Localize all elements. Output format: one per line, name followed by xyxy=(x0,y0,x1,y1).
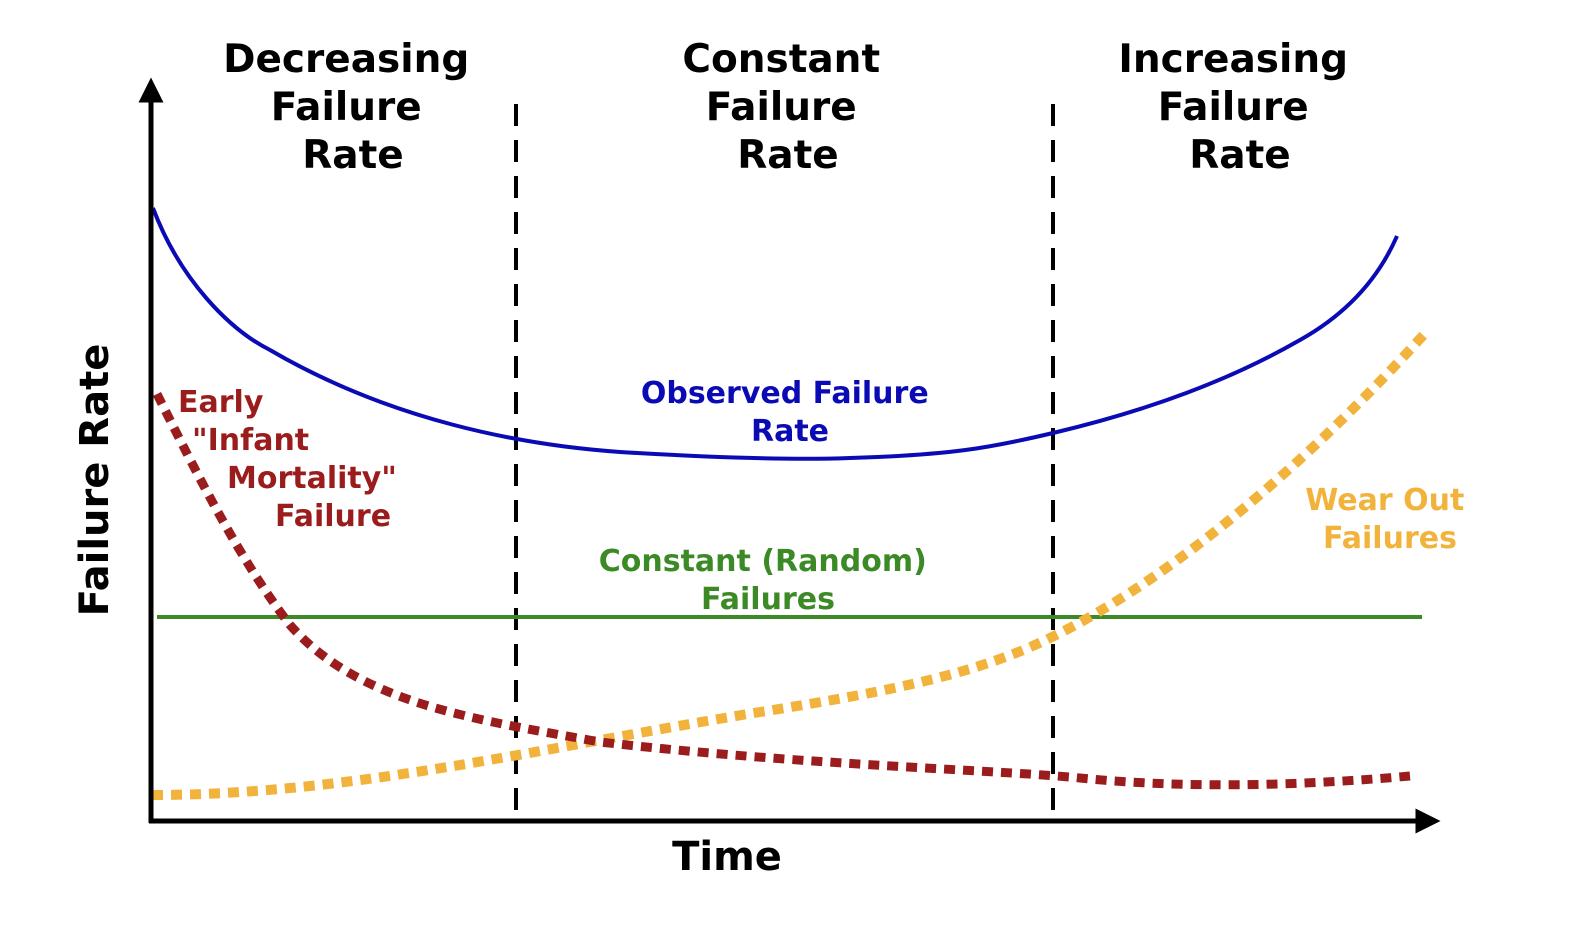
observed-failure-rate-label-line-1: Observed Failure xyxy=(641,376,929,411)
observed-failure-rate-label-line-2: Rate xyxy=(751,414,829,449)
region-header-decreasing-line-1: Decreasing xyxy=(223,37,469,82)
wear-out-failures-label-line-1: Wear Out xyxy=(1305,483,1464,518)
infant-mortality-label-line-1: Early xyxy=(178,385,264,420)
wear-out-failures-curve xyxy=(151,326,1432,800)
infant-mortality-label-line-2: "Infant xyxy=(192,423,309,458)
infant-mortality-failures-curve xyxy=(152,391,1411,790)
region-header-constant-line-2: Failure xyxy=(706,85,857,130)
infant-mortality-label-line-3: Mortality" xyxy=(227,461,397,496)
infant-mortality-label: Early "Infant Mortality" Failure xyxy=(178,385,407,534)
region-header-constant-line-1: Constant xyxy=(682,37,880,82)
region-header-decreasing-line-2: Failure xyxy=(271,85,422,130)
wear-out-failures-label: Wear Out Failures xyxy=(1305,483,1475,556)
constant-random-failures-label-line-1: Constant (Random) xyxy=(599,544,927,579)
y-axis-title: Failure Rate xyxy=(72,344,118,617)
region-header-constant-line-3: Rate xyxy=(737,133,838,178)
constant-random-failures-label-line-2: Failures xyxy=(701,582,835,617)
infant-mortality-label-line-4: Failure xyxy=(275,499,391,534)
observed-failure-rate-curve xyxy=(151,207,1399,461)
x-axis-title: Time xyxy=(672,834,782,880)
constant-random-failures-label: Constant (Random) Failures xyxy=(599,544,938,617)
observed-failure-rate-label: Observed Failure Rate xyxy=(641,376,939,449)
region-header-decreasing: Decreasing Failure Rate xyxy=(223,37,483,178)
region-header-increasing: Increasing Failure Rate xyxy=(1118,37,1361,178)
region-header-increasing-line-2: Failure xyxy=(1158,85,1309,130)
wear-out-failures-label-line-2: Failures xyxy=(1323,521,1457,556)
region-header-increasing-line-1: Increasing xyxy=(1118,37,1348,82)
region-header-decreasing-line-3: Rate xyxy=(302,133,403,178)
region-header-constant: Constant Failure Rate xyxy=(682,37,893,178)
region-header-increasing-line-3: Rate xyxy=(1189,133,1290,178)
